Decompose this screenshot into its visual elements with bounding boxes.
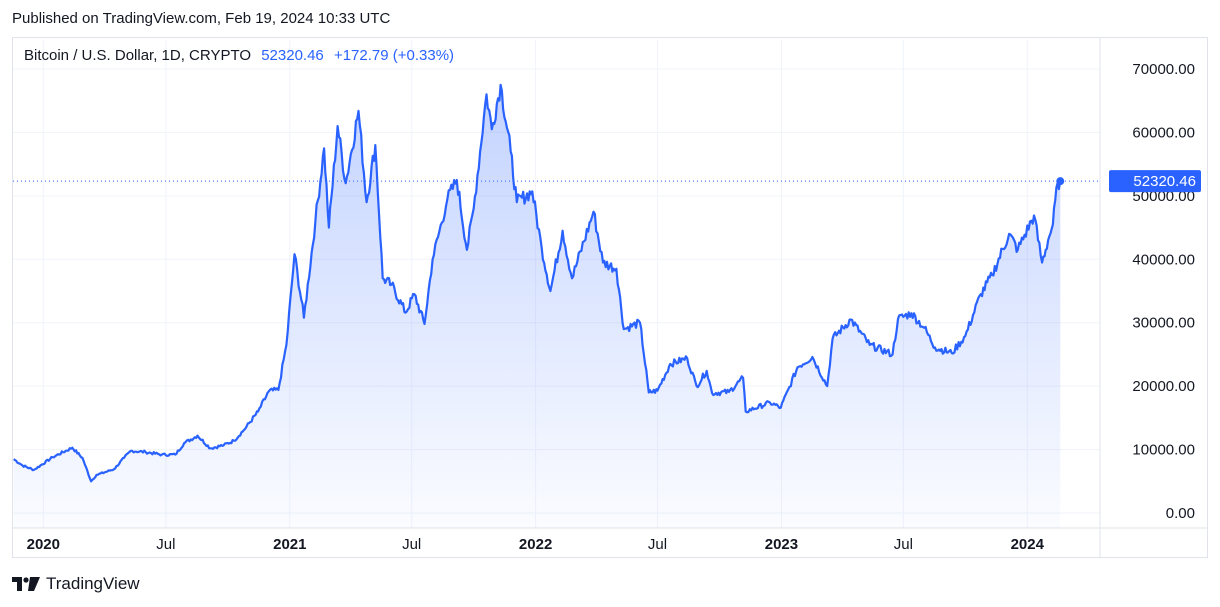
x-tick-label: 2024 [1011, 536, 1045, 553]
y-tick-label: 0.00 [1166, 505, 1195, 522]
y-tick-label: 40000.00 [1132, 251, 1195, 268]
brand-name: TradingView [46, 574, 140, 593]
price-area [13, 84, 1061, 529]
last-price-badge-label: 52320.46 [1133, 173, 1196, 190]
symbol-label: Bitcoin / U.S. Dollar, 1D, CRYPTO [24, 47, 252, 64]
x-tick-label: Jul [402, 536, 421, 553]
x-tick-label: 2020 [27, 536, 60, 553]
symbol-legend: Bitcoin / U.S. Dollar, 1D, CRYPTO 52320.… [24, 47, 454, 64]
x-tick-label: Jul [156, 536, 175, 553]
x-tick-label: Jul [894, 536, 913, 553]
x-tick-label: 2021 [273, 536, 306, 553]
x-tick-label: 2022 [519, 536, 552, 553]
tradingview-logo-icon [12, 577, 40, 591]
x-tick-label: Jul [648, 536, 667, 553]
price-line [13, 83, 1062, 483]
last-price-badge: 52320.46 [1109, 170, 1201, 193]
y-axis: 0.0010000.0020000.0030000.0040000.005000… [1132, 61, 1195, 522]
y-tick-label: 10000.00 [1132, 442, 1195, 459]
published-note: Published on TradingView.com, Feb 19, 20… [12, 10, 391, 27]
y-tick-label: 60000.00 [1132, 124, 1195, 141]
chart-frame [12, 37, 1208, 558]
y-tick-label: 70000.00 [1132, 61, 1195, 78]
y-tick-label: 20000.00 [1132, 378, 1195, 395]
x-tick-label: 2023 [765, 536, 798, 553]
legend-price: 52320.46 [261, 47, 324, 64]
y-tick-label: 30000.00 [1132, 315, 1195, 332]
last-price-dot [1056, 177, 1065, 186]
tradingview-logo[interactable]: TradingView [12, 574, 140, 594]
last-price-badge-bg [1109, 170, 1201, 193]
legend-change: +172.79 (+0.33%) [333, 47, 455, 64]
x-axis: 2020 Jul 2021 Jul 2022 Jul 2023 Jul 2024 [27, 536, 1045, 553]
